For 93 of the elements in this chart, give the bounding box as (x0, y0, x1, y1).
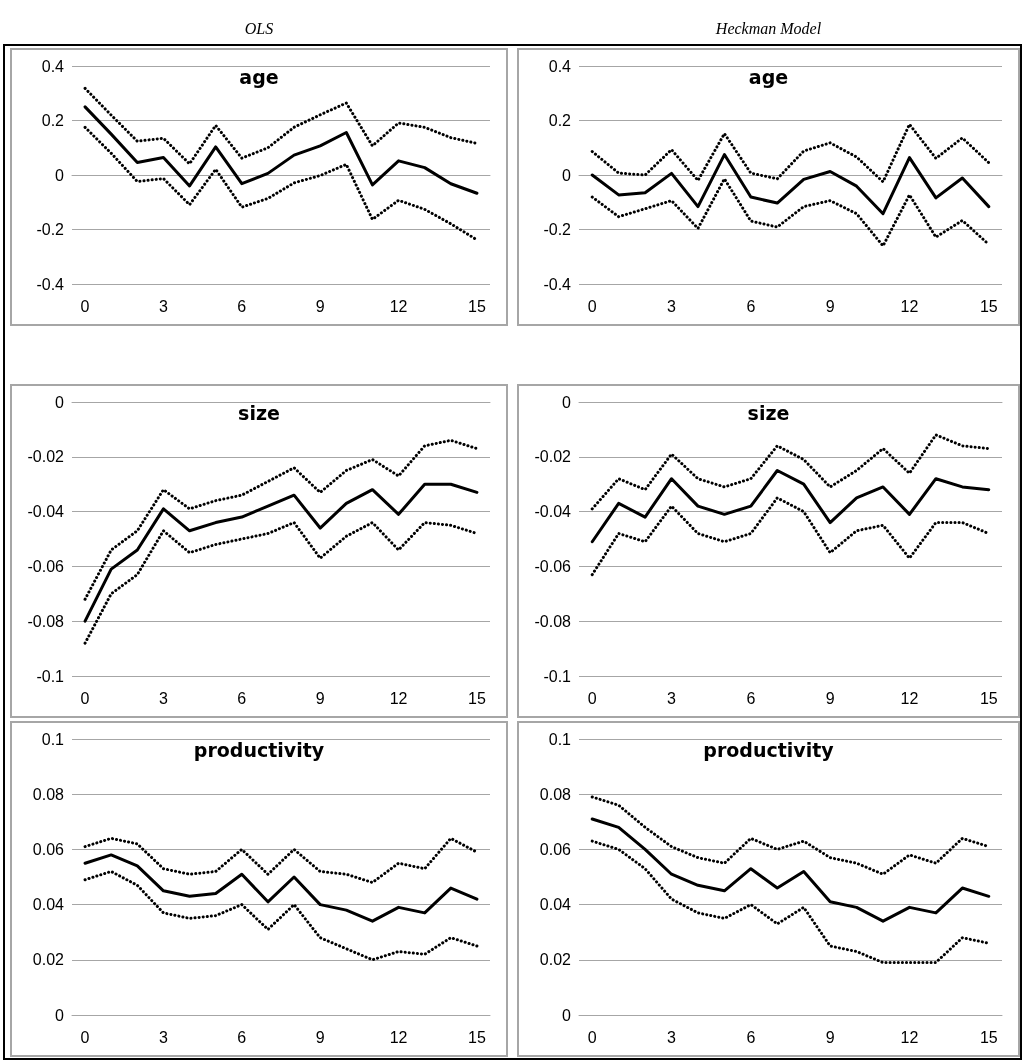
x-tick-label: 0 (80, 689, 90, 707)
text: OLS (243, 20, 275, 38)
x-tick-label: 0 (80, 297, 90, 315)
line-series (83, 836, 479, 885)
y-tick-label: -0.04 (534, 503, 572, 521)
y-tick-label: -0.04 (27, 503, 65, 521)
line-series (83, 125, 479, 242)
y-tick-label: 0 (562, 1006, 572, 1024)
x-tick-label: 9 (315, 297, 325, 315)
y-tick-label: 0 (562, 393, 572, 411)
chart-title: size (747, 401, 790, 424)
line-series (590, 817, 991, 923)
line-series (590, 839, 991, 965)
y-tick-label: -0.02 (27, 448, 65, 466)
line-series (83, 521, 479, 645)
x-tick-label: 3 (158, 689, 168, 707)
y-tick-label: -0.2 (543, 221, 572, 238)
line-series (590, 433, 991, 511)
x-tick-label: 9 (825, 689, 835, 707)
y-tick-label: 0.1 (548, 730, 572, 748)
line-series (83, 869, 479, 962)
x-tick-label: 3 (667, 689, 677, 707)
line-series (590, 122, 991, 184)
x-tick-label: 0 (587, 1028, 597, 1046)
y-tick-label: -0.06 (534, 557, 572, 575)
chart-title: productivity (193, 738, 325, 761)
x-tick-label: 12 (900, 689, 919, 707)
chart-title: age (748, 65, 789, 88)
x-tick-label: 6 (237, 297, 247, 315)
x-tick-label: 6 (237, 1028, 247, 1046)
x-tick-label: 9 (825, 297, 835, 315)
x-tick-label: 6 (746, 297, 756, 315)
y-tick-label: 0.4 (548, 57, 572, 75)
x-tick-label: 15 (468, 689, 486, 707)
y-tick-label: -0.08 (27, 612, 65, 630)
y-tick-label: 0 (55, 393, 65, 411)
line-series (83, 482, 479, 623)
x-tick-label: 15 (979, 297, 998, 315)
x-tick-label: 12 (900, 297, 919, 315)
y-tick-label: -0.06 (27, 557, 65, 575)
line-series (83, 105, 479, 195)
x-tick-label: 15 (979, 689, 998, 707)
y-tick-label: 0.06 (32, 840, 65, 858)
x-tick-label: 6 (746, 689, 756, 707)
y-tick-label: 0 (55, 166, 65, 184)
y-tick-label: 0.04 (32, 896, 65, 914)
y-tick-label: 0.08 (539, 785, 572, 803)
y-tick-label: -0.1 (543, 667, 572, 685)
y-tick-label: 0.04 (539, 896, 572, 914)
line-series (83, 86, 479, 166)
x-tick-label: 6 (746, 1028, 756, 1046)
x-tick-label: 0 (587, 689, 597, 707)
y-tick-label: 0.4 (41, 57, 65, 75)
chart-title: size (238, 401, 280, 424)
x-tick-label: 15 (468, 1028, 486, 1046)
y-tick-label: -0.4 (543, 275, 572, 293)
y-tick-label: 0 (55, 1006, 65, 1024)
y-tick-label: 0.1 (41, 730, 65, 748)
x-tick-label: 0 (80, 1028, 90, 1046)
y-tick-label: 0.08 (32, 785, 65, 803)
y-tick-label: 0.2 (548, 112, 572, 129)
x-tick-label: 12 (389, 297, 408, 315)
x-tick-label: 3 (667, 1028, 677, 1046)
y-tick-label: 0 (562, 166, 572, 184)
x-tick-label: 9 (825, 1028, 835, 1046)
y-tick-label: 0.02 (32, 951, 65, 969)
x-tick-label: 15 (468, 297, 486, 315)
y-tick-label: 0.2 (41, 112, 65, 129)
line-series (590, 469, 991, 544)
x-tick-label: 3 (158, 297, 168, 315)
text: Heckman Model (714, 20, 823, 38)
y-tick-label: -0.02 (534, 448, 572, 466)
y-tick-label: 0.06 (539, 840, 572, 858)
line-series (590, 153, 991, 216)
chart-title: productivity (703, 738, 835, 761)
line-series (83, 438, 479, 601)
chart-title: age (239, 65, 279, 88)
x-tick-label: 3 (667, 297, 677, 315)
x-tick-label: 9 (315, 1028, 325, 1046)
y-tick-label: -0.2 (36, 221, 65, 238)
y-tick-label: -0.1 (36, 667, 65, 685)
y-tick-label: -0.4 (36, 275, 65, 293)
y-tick-label: 0.02 (539, 951, 572, 969)
x-tick-label: 15 (979, 1028, 998, 1046)
x-tick-label: 12 (900, 1028, 919, 1046)
x-tick-label: 9 (315, 689, 325, 707)
x-tick-label: 12 (389, 689, 408, 707)
line-series (83, 853, 479, 923)
x-tick-label: 3 (158, 1028, 168, 1046)
x-tick-label: 0 (587, 297, 597, 315)
y-tick-label: -0.08 (534, 612, 572, 630)
x-tick-label: 6 (237, 689, 247, 707)
x-tick-label: 12 (389, 1028, 408, 1046)
